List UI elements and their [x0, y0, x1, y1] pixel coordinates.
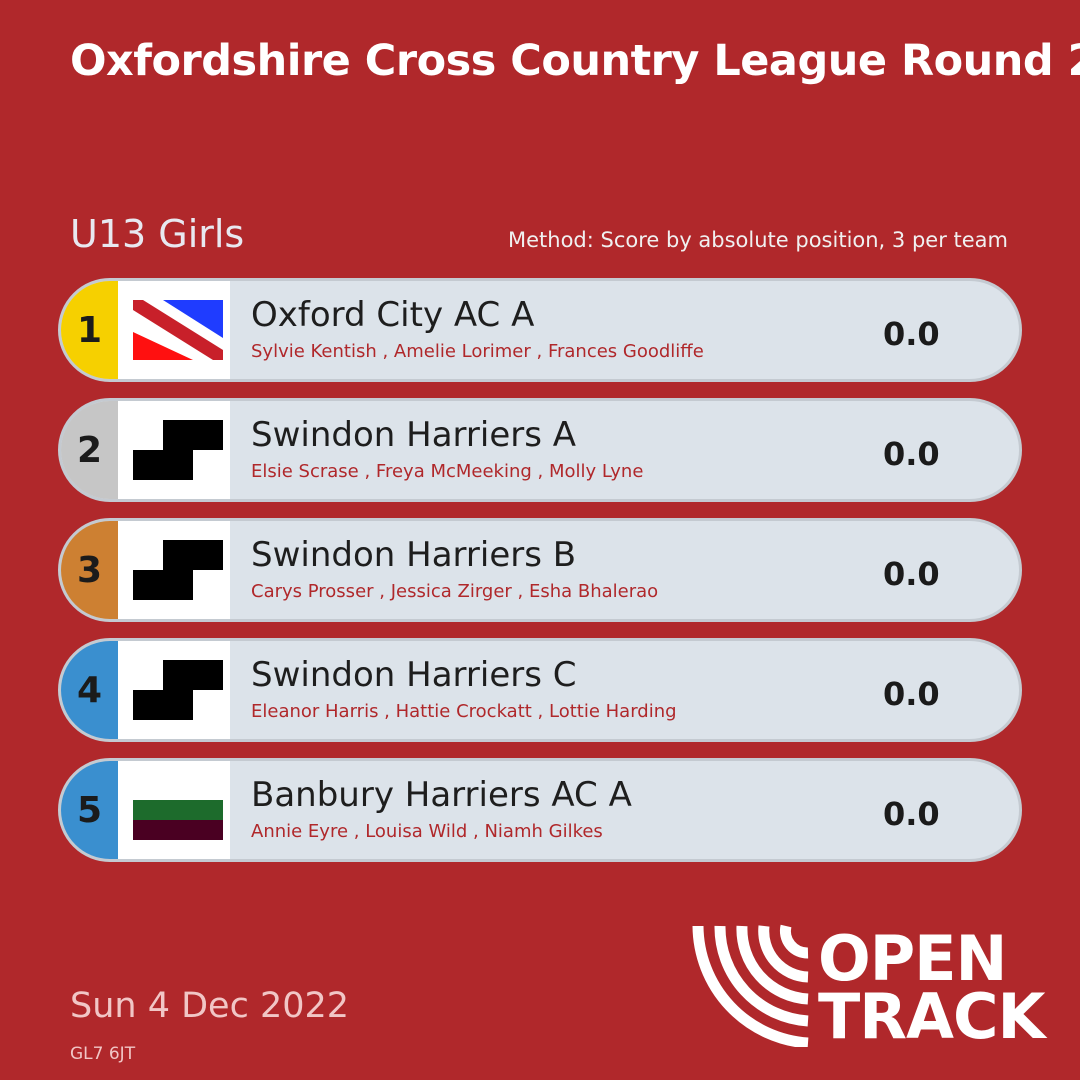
team-members: Eleanor Harris , Hattie Crockatt , Lotti… [251, 701, 677, 722]
event-date: Sun 4 Dec 2022 [70, 986, 350, 1026]
team-name: Swindon Harriers B [251, 535, 577, 575]
event-postcode: GL7 6JT [70, 1044, 136, 1064]
page-title: Oxfordshire Cross Country League Round 2 [70, 36, 1080, 86]
logo-text-open: OPEN [818, 922, 1007, 995]
checkered-flag-icon [133, 660, 223, 720]
result-row: 4 Swindon Harriers C Eleanor Harris , Ha… [58, 638, 1022, 742]
checkered-flag-icon [133, 420, 223, 480]
team-name: Swindon Harriers C [251, 655, 577, 695]
team-score: 0.0 [883, 675, 940, 713]
team-score: 0.0 [883, 435, 940, 473]
position-badge: 1 [61, 281, 118, 379]
position-badge: 3 [61, 521, 118, 619]
team-members: Elsie Scrase , Freya McMeeking , Molly L… [251, 461, 644, 482]
team-name: Oxford City AC A [251, 295, 535, 335]
opentrack-logo: OPEN TRACK [690, 922, 1050, 1052]
checkered-flag-icon [133, 540, 223, 600]
result-row: 2 Swindon Harriers A Elsie Scrase , Frey… [58, 398, 1022, 502]
logo-text-track: TRACK [818, 980, 1046, 1053]
team-name: Banbury Harriers AC A [251, 775, 632, 815]
banbury-flag-icon [133, 780, 223, 840]
team-members: Annie Eyre , Louisa Wild , Niamh Gilkes [251, 821, 603, 842]
team-score: 0.0 [883, 555, 940, 593]
position-badge: 2 [61, 401, 118, 499]
result-row: 3 Swindon Harriers B Carys Prosser , Jes… [58, 518, 1022, 622]
position-badge: 4 [61, 641, 118, 739]
opentrack-track-icon [692, 924, 809, 1047]
result-row: 1 Oxford City AC A Sylvie Kentish , Amel… [58, 278, 1022, 382]
position-badge: 5 [61, 761, 118, 859]
category-label: U13 Girls [70, 212, 245, 256]
team-score: 0.0 [883, 795, 940, 833]
result-row: 5 Banbury Harriers AC A Annie Eyre , Lou… [58, 758, 1022, 862]
team-members: Carys Prosser , Jessica Zirger , Esha Bh… [251, 581, 659, 602]
scoring-method: Method: Score by absolute position, 3 pe… [507, 228, 1008, 252]
team-score: 0.0 [883, 315, 940, 353]
team-name: Swindon Harriers A [251, 415, 577, 455]
team-members: Sylvie Kentish , Amelie Lorimer , France… [251, 341, 704, 362]
oxford-city-flag-icon [133, 300, 223, 360]
